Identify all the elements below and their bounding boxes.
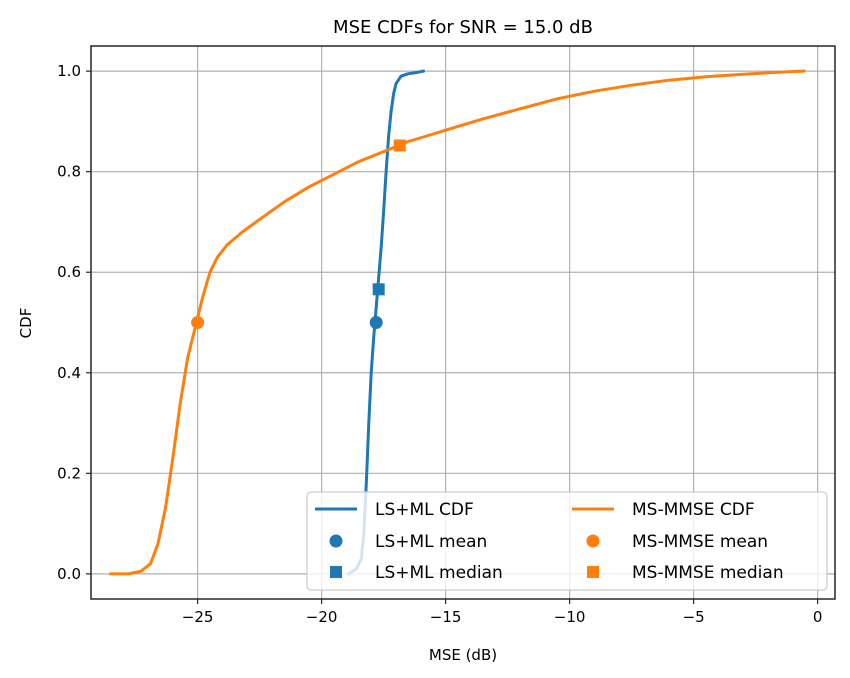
ls-ml-median-marker xyxy=(372,283,385,296)
y-tick-label: 0.4 xyxy=(57,364,81,382)
legend-label-ms-mmse-median: MS-MMSE median xyxy=(632,563,784,583)
legend-label-ls-ml-mean: LS+ML mean xyxy=(375,532,487,552)
x-tick-label: −15 xyxy=(430,608,462,626)
legend-label-ms-mmse-mean: MS-MMSE mean xyxy=(632,532,768,552)
legend-handle-ls-ml-median xyxy=(330,566,342,578)
x-axis: −25 −20 −15 −10 −5 0 xyxy=(182,599,823,626)
y-tick-label: 1.0 xyxy=(57,62,81,80)
y-tick-label: 0.2 xyxy=(57,464,81,482)
plot-markers xyxy=(191,139,406,329)
y-axis-label: CDF xyxy=(17,308,35,339)
ms-mmse-median-marker xyxy=(393,139,406,152)
x-tick-label: −25 xyxy=(182,608,214,626)
legend-handle-ms-mmse-median xyxy=(587,566,599,578)
ms-mmse-cdf-line xyxy=(109,69,806,576)
x-tick-label: −20 xyxy=(306,608,338,626)
x-tick-label: −5 xyxy=(683,608,705,626)
ms-mmse-mean-marker xyxy=(191,316,205,329)
y-tick-label: 0.8 xyxy=(57,163,81,181)
x-tick-label: −10 xyxy=(554,608,586,626)
legend-handle-ms-mmse-mean xyxy=(586,534,600,548)
grid xyxy=(91,46,835,599)
legend-label-ls-ml-median: LS+ML median xyxy=(375,563,503,583)
x-tick-label: 0 xyxy=(813,608,823,626)
legend-box xyxy=(306,491,828,591)
legend-handle-ls-ml-mean xyxy=(329,534,343,548)
y-axis: 0.0 0.2 0.4 0.6 0.8 1.0 xyxy=(57,62,91,583)
y-tick-label: 0.6 xyxy=(57,263,81,281)
legend-label-ms-mmse-cdf: MS-MMSE CDF xyxy=(632,500,755,520)
ls-ml-mean-marker xyxy=(369,316,383,329)
y-tick-label: 0.0 xyxy=(57,565,81,583)
chart-title: MSE CDFs for SNR = 15.0 dB xyxy=(333,17,593,38)
axes-frame xyxy=(90,45,836,600)
legend-label-ls-ml-cdf: LS+ML CDF xyxy=(375,500,474,520)
legend: LS+ML CDF LS+ML mean LS+ML median MS-MMSE C… xyxy=(306,491,828,591)
x-axis-label: MSE (dB) xyxy=(429,646,497,664)
